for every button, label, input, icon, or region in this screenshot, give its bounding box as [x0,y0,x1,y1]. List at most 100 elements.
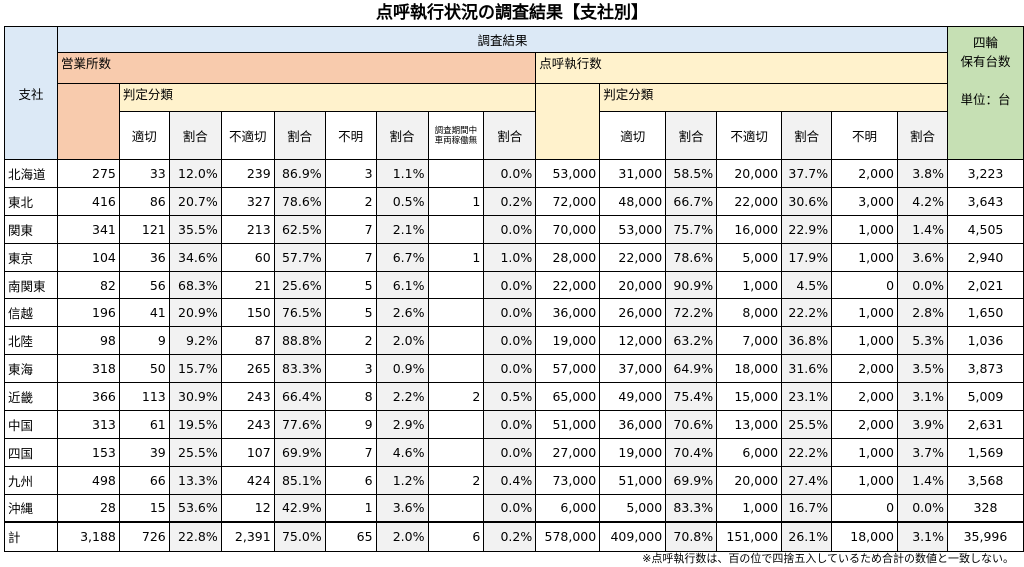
office-appropriate-cell: 15 [118,493,170,523]
office-inappropriate-cell: 265 [220,354,275,384]
col-call-appropriate: 適切 [599,111,667,160]
branch-cell: 近畿 [4,382,58,412]
office-no-vehicle-cell [427,159,485,188]
call-inappropriate-ratio-cell: 4.5% [781,270,833,300]
call-unknown-ratio-cell: 3.1% [897,382,948,412]
office-unknown-cell: 7 [324,242,377,272]
call-appropriate-cell: 53,000 [599,214,667,244]
office-no-vehicle-cell [427,354,485,384]
table-row: 中国 313 61 19.5% 243 77.6% 9 2.9% 0.0% 51,000 36,00… [4,410,1024,439]
branch-cell: 計 [4,521,58,552]
office-unknown-cell: 9 [324,410,377,439]
col-office-no-vehicle-ratio: 割合 [483,111,537,160]
calls-cell: 51,000 [535,410,601,439]
office-inappropriate-ratio-cell: 75.0% [273,521,326,552]
offices-cell: 196 [56,298,120,328]
call-unknown-ratio-cell: 1.4% [897,214,948,244]
office-unknown-ratio-cell: 2.0% [375,326,429,356]
call-appropriate-ratio-cell: 78.6% [665,242,718,272]
office-appropriate-cell: 33 [118,159,170,188]
table-row: 近畿 366 113 30.9% 243 66.4% 8 2.2% 2 0.5% 65,000 49,… [4,382,1024,412]
office-appropriate-cell: 50 [118,354,170,384]
office-no-vehicle-ratio-cell: 0.0% [483,354,537,384]
office-no-vehicle-cell [427,410,485,439]
col-call-inappropriate-ratio: 割合 [781,111,833,160]
office-inappropriate-ratio-cell: 78.6% [273,186,326,216]
vehicles-cell: 3,643 [946,186,1024,216]
office-unknown-ratio-cell: 2.0% [375,521,429,552]
office-inappropriate-ratio-cell: 69.9% [273,437,326,467]
call-appropriate-ratio-cell: 70.4% [665,437,718,467]
vehicles-cell: 3,223 [946,159,1024,188]
table-row: 関東 341 121 35.5% 213 62.5% 7 2.1% 0.0% 70,000 53,0… [4,214,1024,244]
offices-cell: 318 [56,354,120,384]
call-unknown-ratio-cell: 3.5% [897,354,948,384]
office-appropriate-ratio-cell: 19.5% [168,410,222,439]
offices-cell: 28 [56,493,120,523]
offices-cell: 98 [56,326,120,356]
office-appropriate-ratio-cell: 9.2% [168,326,222,356]
office-appropriate-cell: 61 [118,410,170,439]
vehicles-cell: 1,036 [946,326,1024,356]
office-unknown-cell: 5 [324,270,377,300]
call-inappropriate-cell: 6,000 [716,437,783,467]
vehicles-cell: 2,021 [946,270,1024,300]
office-appropriate-cell: 86 [118,186,170,216]
call-unknown-ratio-cell: 3.9% [897,410,948,439]
call-appropriate-cell: 19,000 [599,437,667,467]
call-unknown-ratio-cell: 3.7% [897,437,948,467]
col-office-no-vehicle-line1: 調査期間中 [434,125,478,136]
call-inappropriate-cell: 20,000 [716,465,783,495]
office-no-vehicle-ratio-cell: 0.0% [483,326,537,356]
office-unknown-ratio-cell: 4.6% [375,437,429,467]
office-unknown-ratio-cell: 0.5% [375,186,429,216]
office-appropriate-ratio-cell: 25.5% [168,437,222,467]
call-inappropriate-ratio-cell: 25.5% [781,410,833,439]
office-inappropriate-ratio-cell: 42.9% [273,493,326,523]
call-inappropriate-cell: 1,000 [716,493,783,523]
call-unknown-cell: 0 [831,270,899,300]
call-unknown-ratio-cell: 2.8% [897,298,948,328]
offices-cell: 498 [56,465,120,495]
call-appropriate-ratio-cell: 58.5% [665,159,718,188]
vehicles-cell: 1,650 [946,298,1024,328]
call-appropriate-ratio-cell: 90.9% [665,270,718,300]
table-row: 南関東 82 56 68.3% 21 25.6% 5 6.1% 0.0% 22,000 20,000… [4,270,1024,300]
call-appropriate-ratio-cell: 63.2% [665,326,718,356]
call-unknown-cell: 2,000 [831,159,899,188]
office-unknown-cell: 3 [324,354,377,384]
calls-cell: 6,000 [535,493,601,523]
branch-cell: 関東 [4,214,58,244]
office-unknown-cell: 2 [324,186,377,216]
total-row: 計 3,188 726 22.8% 2,391 75.0% 65 2.0% 6 0.2% 578,0… [4,521,1024,552]
office-inappropriate-cell: 327 [220,186,275,216]
office-appropriate-ratio-cell: 35.5% [168,214,222,244]
calls-cell: 22,000 [535,270,601,300]
vehicles-header: 四輪 保有台数 単位：台 [946,26,1024,160]
office-appropriate-cell: 39 [118,437,170,467]
col-office-unknown-ratio: 割合 [375,111,429,160]
call-unknown-ratio-cell: 4.2% [897,186,948,216]
call-appropriate-cell: 409,000 [599,521,667,552]
vehicles-header-line2: 保有台数 [960,54,1011,69]
office-no-vehicle-cell: 6 [427,521,485,552]
branch-cell: 信越 [4,298,58,328]
office-appropriate-ratio-cell: 22.8% [168,521,222,552]
office-unknown-ratio-cell: 2.2% [375,382,429,412]
office-unknown-cell: 65 [324,521,377,552]
call-appropriate-ratio-cell: 75.7% [665,214,718,244]
call-inappropriate-cell: 1,000 [716,270,783,300]
office-unknown-cell: 2 [324,326,377,356]
call-unknown-cell: 1,000 [831,214,899,244]
call-unknown-cell: 1,000 [831,465,899,495]
offices-cell: 153 [56,437,120,467]
col-call-unknown: 不明 [831,111,899,160]
office-no-vehicle-cell [427,437,485,467]
office-unknown-ratio-cell: 6.7% [375,242,429,272]
results-table: 支社 調査結果 四輪 保有台数 単位：台 営業所数 点呼執行数 判定分類 判定分… [4,26,1024,552]
office-no-vehicle-cell [427,298,485,328]
branch-cell: 南関東 [4,270,58,300]
footnote: ※点呼執行数は、百の位で四捨五入しているため合計の数値と一致しない。 [642,552,1014,565]
col-call-appropriate-ratio: 割合 [665,111,718,160]
office-unknown-cell: 1 [324,493,377,523]
